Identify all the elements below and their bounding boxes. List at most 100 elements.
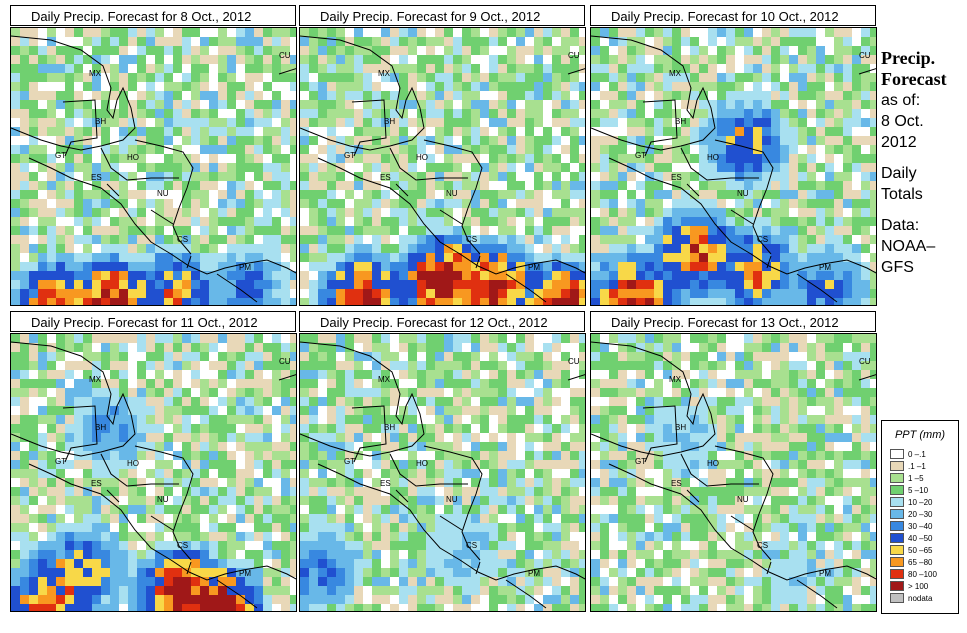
precip-cell — [245, 478, 254, 487]
precip-cell — [480, 145, 489, 154]
precip-cell — [74, 460, 83, 469]
precip-cell — [600, 244, 609, 253]
precip-cell — [218, 55, 227, 64]
precip-cell — [155, 478, 164, 487]
precip-cell — [128, 433, 137, 442]
precip-cell — [708, 127, 717, 136]
precip-cell — [462, 559, 471, 568]
precip-cell — [780, 82, 789, 91]
precip-cell — [672, 73, 681, 82]
precip-cell — [245, 424, 254, 433]
precip-cell — [110, 442, 119, 451]
precip-cell — [399, 451, 408, 460]
precip-cell — [600, 271, 609, 280]
precip-cell — [444, 280, 453, 289]
precip-cell — [663, 64, 672, 73]
precip-cell — [56, 73, 65, 82]
precip-cell — [417, 397, 426, 406]
precip-cell — [600, 28, 609, 37]
precip-cell — [309, 46, 318, 55]
precip-cell — [390, 226, 399, 235]
precip-cell — [137, 550, 146, 559]
precip-cell — [516, 217, 525, 226]
precip-cell — [816, 262, 825, 271]
precip-cell — [435, 208, 444, 217]
precip-cell — [29, 334, 38, 343]
precip-cell — [56, 370, 65, 379]
precip-cell — [843, 118, 852, 127]
precip-cell — [579, 469, 585, 478]
precip-cell — [417, 568, 426, 577]
precip-cell — [516, 118, 525, 127]
precip-cell — [372, 496, 381, 505]
precip-cell — [690, 145, 699, 154]
precip-cell — [570, 532, 579, 541]
precip-cell — [753, 172, 762, 181]
precip-cell — [354, 442, 363, 451]
precip-cell — [65, 343, 74, 352]
precip-cell — [825, 262, 834, 271]
precip-cell — [735, 82, 744, 91]
precip-cell — [155, 262, 164, 271]
precip-cell — [300, 118, 309, 127]
precip-cell — [74, 64, 83, 73]
precip-cell — [20, 388, 29, 397]
precip-cell — [390, 136, 399, 145]
precip-cell — [399, 208, 408, 217]
precip-cell — [399, 154, 408, 163]
precip-cell — [38, 271, 47, 280]
precip-cell — [119, 460, 128, 469]
precip-cell — [726, 280, 735, 289]
precip-cell — [137, 361, 146, 370]
precip-cell — [354, 406, 363, 415]
precip-cell — [798, 91, 807, 100]
precip-cell — [290, 370, 296, 379]
precip-cell — [645, 280, 654, 289]
precip-cell — [525, 154, 534, 163]
precip-cell — [516, 433, 525, 442]
country-label: ES — [91, 173, 102, 182]
precip-cell — [38, 604, 47, 611]
precip-cell — [753, 226, 762, 235]
precip-cell — [471, 82, 480, 91]
precip-cell — [128, 424, 137, 433]
precip-cell — [345, 550, 354, 559]
precip-cell — [780, 190, 789, 199]
country-label: CU — [279, 51, 291, 60]
precip-cell — [507, 64, 516, 73]
precip-cell — [92, 334, 101, 343]
precip-cell — [20, 361, 29, 370]
precip-cell — [462, 370, 471, 379]
precip-cell — [399, 46, 408, 55]
precip-cell — [807, 244, 816, 253]
precip-cell — [173, 226, 182, 235]
precip-cell — [47, 568, 56, 577]
precip-cell — [92, 550, 101, 559]
precip-cell — [444, 271, 453, 280]
precip-cell — [300, 226, 309, 235]
precip-cell — [381, 487, 390, 496]
precip-cell — [417, 91, 426, 100]
precip-cell — [426, 37, 435, 46]
precip-cell — [254, 604, 263, 611]
precip-cell — [663, 190, 672, 199]
precip-cell — [834, 37, 843, 46]
precip-cell — [164, 604, 173, 611]
precip-cell — [227, 397, 236, 406]
precip-cell — [618, 199, 627, 208]
precip-cell — [681, 37, 690, 46]
precip-cell — [137, 208, 146, 217]
precip-cell — [435, 442, 444, 451]
precip-cell — [300, 451, 309, 460]
precip-cell — [218, 181, 227, 190]
precip-cell — [435, 523, 444, 532]
precip-cell — [309, 343, 318, 352]
precip-cell — [164, 253, 173, 262]
precip-cell — [798, 82, 807, 91]
precip-cell — [570, 559, 579, 568]
precip-cell — [11, 226, 20, 235]
precip-cell — [726, 172, 735, 181]
precip-cell — [744, 262, 753, 271]
precip-cell — [834, 64, 843, 73]
precip-cell — [834, 181, 843, 190]
